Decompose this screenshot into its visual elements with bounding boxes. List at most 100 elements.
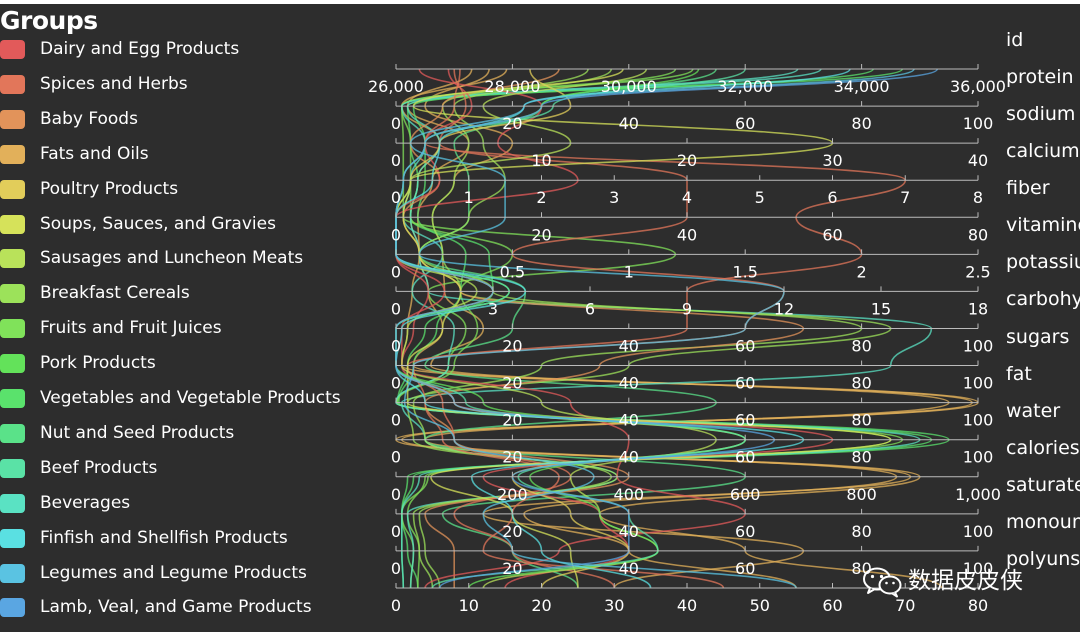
legend-label: Soups, Sauces, and Gravies: [40, 213, 276, 234]
watermark-text: 数据皮皮侠: [908, 568, 1023, 594]
tick-label: 0: [391, 114, 401, 133]
tick-label: 0: [391, 559, 401, 578]
tick-label: 40: [619, 559, 639, 578]
tick-label: 12: [774, 299, 794, 318]
tick-label: 30: [822, 151, 842, 170]
tick-label: 400: [614, 485, 645, 504]
data-line[interactable]: [403, 68, 915, 589]
tick-label: 60: [735, 114, 755, 133]
data-line[interactable]: [395, 68, 747, 589]
legend-swatch: [0, 458, 25, 478]
dimension-label-sodium: sodium: [1006, 103, 1076, 126]
tick-label: 26,000: [368, 77, 424, 96]
legend-swatch: [0, 493, 25, 513]
data-line[interactable]: [398, 68, 933, 589]
tick-label: 4: [682, 188, 692, 207]
tick-label: 70: [895, 596, 915, 615]
tick-label: 20: [502, 336, 522, 355]
legend-label: Beef Products: [40, 457, 158, 478]
tick-label: 0: [391, 188, 401, 207]
tick-label: 10: [531, 151, 551, 170]
data-line[interactable]: [406, 68, 892, 589]
tick-label: 36,000: [950, 77, 1006, 96]
dimension-label-id: id: [1006, 29, 1024, 51]
tick-label: 60: [735, 559, 755, 578]
tick-label: 20: [531, 596, 551, 615]
tick-label: 15: [871, 299, 891, 318]
tick-label: 30: [604, 596, 624, 615]
tick-label: 20: [502, 411, 522, 430]
dimension-label-polyunsat: polyunsat: [1006, 547, 1080, 570]
legend-swatch: [0, 179, 25, 199]
tick-label: 80: [968, 225, 988, 244]
legend-swatch: [0, 284, 25, 304]
data-line[interactable]: [395, 68, 717, 589]
tick-label: 2: [857, 262, 867, 281]
tick-label: 40: [619, 522, 639, 541]
tick-label: 1: [464, 188, 474, 207]
dimension-label-sugars: sugars: [1006, 325, 1070, 348]
dimension-label-vitaminc: vitaminc: [1006, 214, 1080, 237]
dimension-label-potassium: potassium: [1006, 251, 1080, 274]
tick-label: 20: [502, 559, 522, 578]
legend-label: Nut and Seed Products: [40, 422, 235, 443]
tick-label: 60: [822, 225, 842, 244]
tick-label: 60: [735, 522, 755, 541]
tick-label: 6: [827, 188, 837, 207]
dimension-label-fat: fat: [1006, 362, 1032, 385]
legend-label: Beverages: [40, 492, 131, 513]
tick-label: 40: [619, 114, 639, 133]
tick-label: 800: [846, 485, 877, 504]
legend-swatch: [0, 423, 25, 443]
tick-label: 3: [488, 299, 498, 318]
tick-label: 200: [497, 485, 528, 504]
tick-label: 6: [585, 299, 595, 318]
tick-label: 40: [619, 374, 639, 393]
tick-label: 0: [391, 262, 401, 281]
tick-label: 0: [391, 151, 401, 170]
legend-label: Pork Products: [40, 353, 156, 374]
tick-label: 100: [963, 559, 994, 578]
legend-label: Lamb, Veal, and Game Products: [40, 597, 312, 618]
tick-label: 60: [735, 374, 755, 393]
legend-swatch: [0, 40, 25, 59]
data-line[interactable]: [395, 68, 851, 589]
tick-label: 600: [730, 485, 761, 504]
data-lines: [395, 68, 979, 589]
tick-label: 40: [677, 596, 697, 615]
tick-label: 40: [619, 411, 639, 430]
tick-label: 80: [851, 411, 871, 430]
tick-label: 100: [963, 114, 994, 133]
wechat-icon: [863, 567, 902, 598]
data-line[interactable]: [402, 68, 805, 588]
legend-swatch: [0, 109, 25, 129]
legend-label: Fruits and Fruit Juices: [40, 318, 222, 339]
legend-label: Legumes and Legume Products: [40, 562, 307, 583]
legend-label: Baby Foods: [40, 108, 138, 129]
legend-label: Finfish and Shellfish Products: [40, 527, 288, 548]
tick-label: 0: [391, 225, 401, 244]
dimension-label-carbohydrate: carbohydrate: [1006, 288, 1080, 311]
tick-label: 20: [502, 522, 522, 541]
legend-swatch: [0, 249, 25, 269]
tick-label: 0: [391, 411, 401, 430]
legend-swatch: [0, 144, 25, 164]
dimension-label-fiber: fiber: [1006, 177, 1050, 200]
tick-label: 0.5: [500, 262, 525, 281]
tick-label: 60: [735, 336, 755, 355]
data-line[interactable]: [396, 68, 950, 589]
tick-label: 20: [502, 114, 522, 133]
legend-swatch: [0, 354, 25, 374]
tick-label: 60: [735, 411, 755, 430]
tick-label: 10: [459, 596, 479, 615]
dimension-label-protein: protein: [1006, 66, 1074, 89]
tick-label: 30,000: [601, 77, 657, 96]
legend-label: Vegetables and Vegetable Products: [40, 388, 341, 408]
dimension-label-calcium: calcium: [1006, 140, 1080, 163]
data-line[interactable]: [395, 68, 939, 589]
tick-label: 0: [391, 336, 401, 355]
tick-label: 7: [900, 188, 910, 207]
tick-label: 40: [619, 448, 639, 467]
data-line[interactable]: [418, 68, 747, 589]
